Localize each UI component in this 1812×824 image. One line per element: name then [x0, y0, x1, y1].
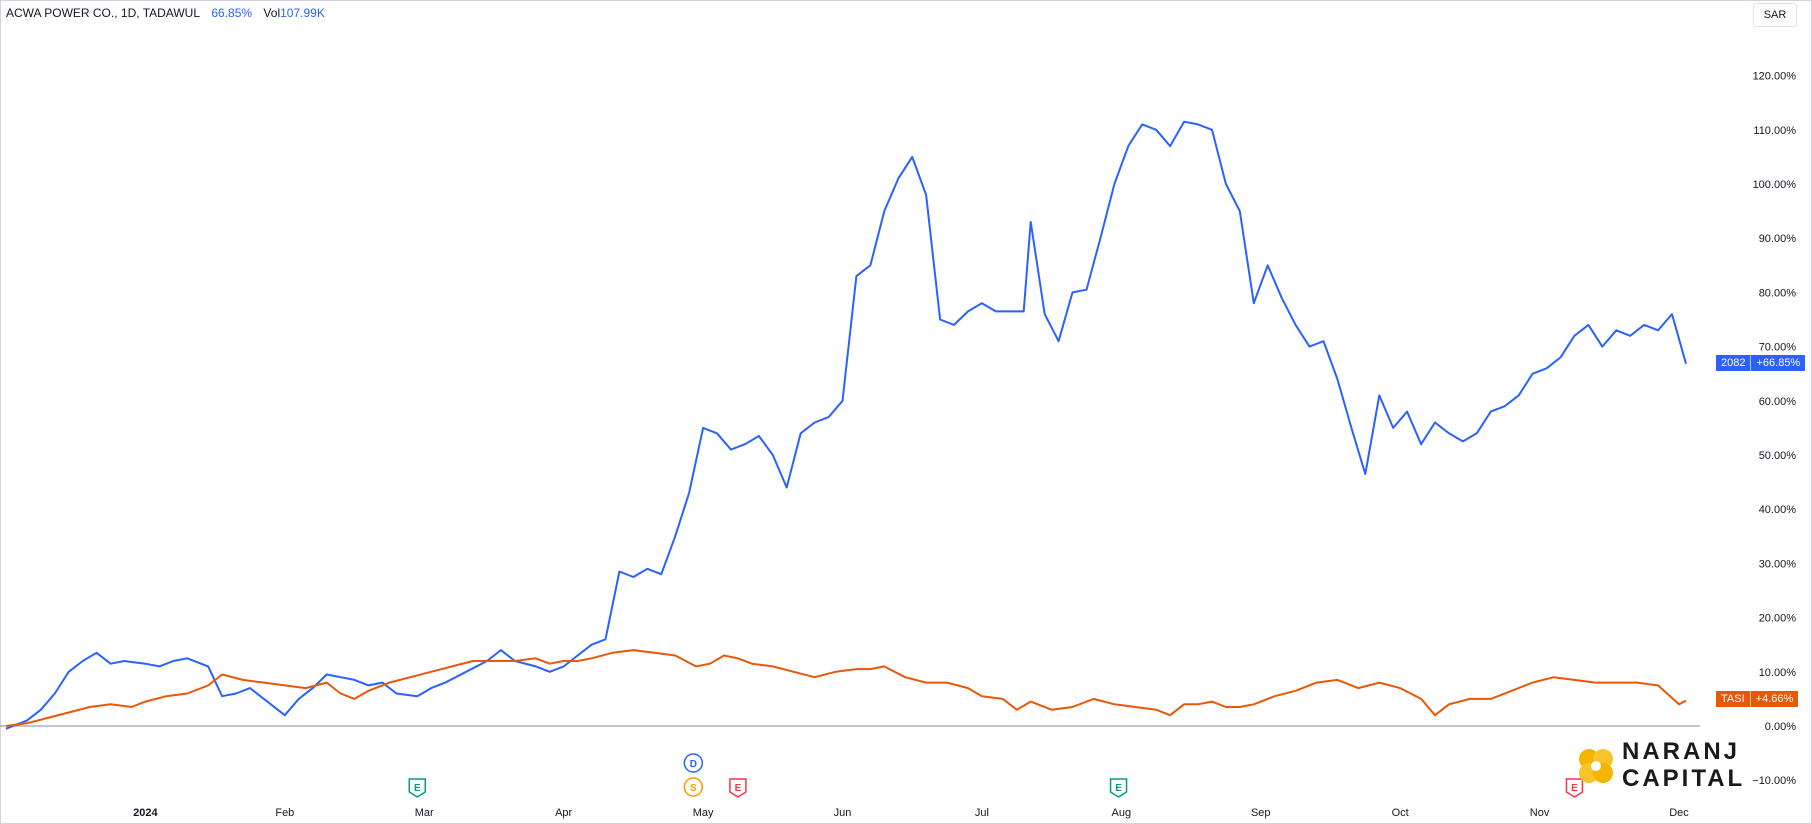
x-tick-label: Feb	[275, 807, 294, 819]
svg-text:E: E	[1115, 783, 1122, 794]
logo-text: NARANJ CAPITAL	[1622, 738, 1746, 792]
x-tick-label: Aug	[1112, 807, 1132, 819]
price-badge-2082: 2082 +66.85%	[1716, 355, 1806, 371]
volume-value: 107.99K	[280, 6, 325, 20]
volume-label: Vol	[263, 6, 281, 20]
badge-value: +4.66%	[1750, 691, 1799, 707]
y-tick-label: 100.00%	[1753, 179, 1797, 191]
chart-header: ACWA POWER CO., 1D, TADAWUL 66.85% Vol10…	[6, 6, 325, 20]
series-layer	[5, 120, 1687, 730]
price-badge-tasi: TASI +4.66%	[1716, 691, 1799, 707]
y-tick-label: 90.00%	[1759, 233, 1797, 245]
x-tick-label: Jun	[834, 807, 852, 819]
event-marker-d[interactable]: D	[683, 753, 704, 773]
y-tick-label: 10.00%	[1759, 667, 1797, 679]
event-marker-e[interactable]: E	[729, 778, 747, 798]
x-tick-label: Sep	[1251, 807, 1271, 819]
y-tick-label: 120.00%	[1753, 71, 1797, 83]
svg-text:E: E	[1571, 783, 1578, 794]
x-tick-label: Apr	[555, 807, 572, 819]
naranj-capital-logo: NARANJ CAPITAL	[1576, 738, 1746, 794]
event-marker-e[interactable]: E	[1109, 778, 1128, 798]
svg-text:E: E	[414, 783, 421, 794]
y-tick-label: 40.00%	[1759, 504, 1797, 516]
symbol-title[interactable]: ACWA POWER CO., 1D, TADAWUL	[6, 6, 201, 20]
svg-text:D: D	[690, 759, 697, 770]
badge-symbol: 2082	[1716, 355, 1752, 371]
svg-text:E: E	[735, 783, 742, 794]
badge-symbol: TASI	[1716, 691, 1751, 707]
x-axis: ec2024FebMarAprMayJunJulAugSepOctNovDec	[0, 807, 1689, 819]
x-tick-label: 2024	[133, 807, 158, 819]
x-tick-label: Jul	[975, 807, 989, 819]
event-marker-s[interactable]: S	[683, 777, 704, 797]
y-tick-label: 50.00%	[1759, 450, 1797, 462]
event-marker-e[interactable]: E	[408, 778, 427, 798]
x-tick-label: Mar	[415, 807, 434, 819]
y-tick-label: 20.00%	[1759, 613, 1797, 625]
currency-button[interactable]: SAR	[1753, 3, 1797, 27]
y-tick-label: −10.00%	[1752, 775, 1796, 787]
svg-text:S: S	[690, 783, 697, 794]
logo-icon	[1579, 749, 1613, 783]
y-tick-label: 80.00%	[1759, 287, 1797, 299]
y-tick-label: 60.00%	[1759, 396, 1797, 408]
event-marker-e[interactable]: E	[1565, 778, 1584, 798]
change-value: 66.85%	[211, 6, 253, 20]
y-tick-label: 110.00%	[1753, 125, 1796, 137]
y-tick-label: 70.00%	[1759, 342, 1797, 354]
y-axis: 120.00% 110.00% 100.00% 90.00% 80.00% 70.00% 6…	[1752, 71, 1796, 788]
event-markers: E D S E E E	[408, 753, 1584, 798]
x-tick-label: May	[693, 807, 714, 819]
x-tick-label: Oct	[1392, 807, 1409, 819]
x-tick-label: Nov	[1530, 807, 1550, 819]
series-line-2082[interactable]	[5, 120, 1687, 730]
x-tick-label: Dec	[1669, 807, 1689, 819]
y-tick-label: 30.00%	[1759, 558, 1797, 570]
badge-value: +66.85%	[1751, 355, 1806, 371]
series-line-tasi[interactable]	[5, 649, 1687, 727]
y-tick-label: 0.00%	[1765, 721, 1796, 733]
